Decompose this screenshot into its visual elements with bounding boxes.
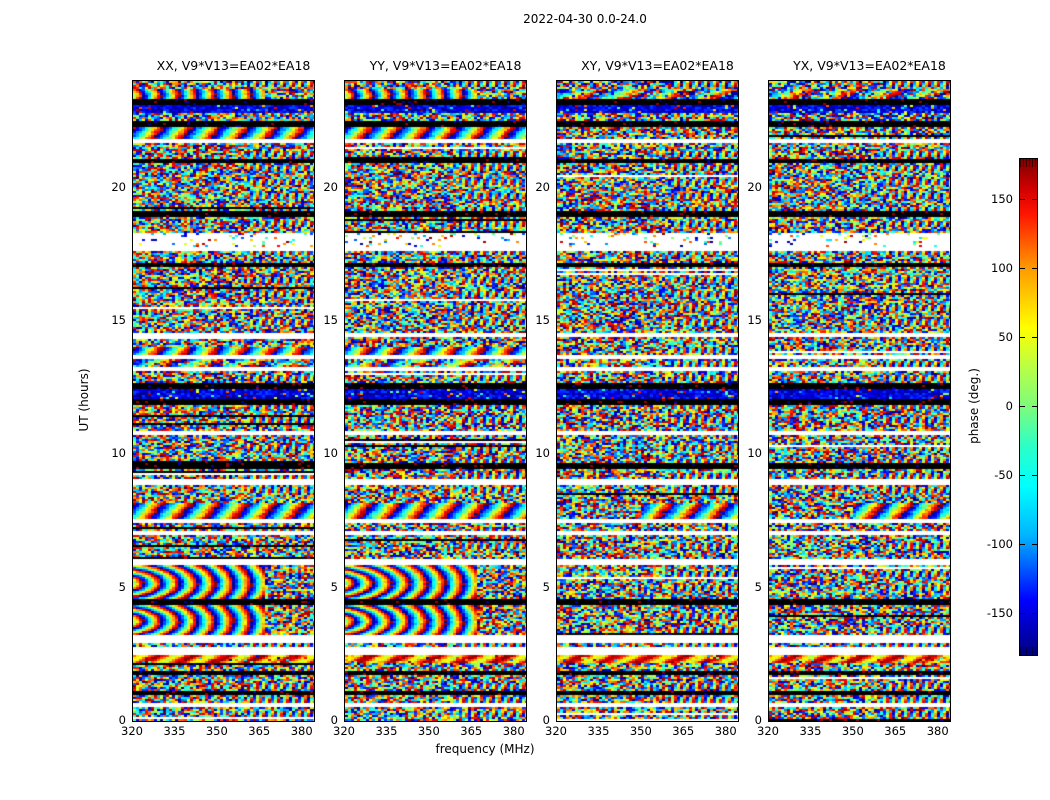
x-tick-label: 350 <box>417 724 440 738</box>
heatmap-canvas-yx <box>769 81 950 721</box>
colorbar-tick-label: -50 <box>994 467 1013 482</box>
y-tick-label: 0 <box>542 713 550 727</box>
x-tick-label: 365 <box>884 724 907 738</box>
colorbar-hatch-cap-bottom <box>1020 647 1037 655</box>
colorbar-tick-label: 0 <box>1005 399 1013 413</box>
x-tick-label: 335 <box>799 724 822 738</box>
colorbar-tick-mark <box>1032 199 1037 201</box>
y-tick-label: 20 <box>535 179 550 194</box>
y-axis-label: UT (hours) <box>77 368 91 432</box>
x-tick-label: 350 <box>841 724 864 738</box>
heatmap-panel-yx <box>768 80 951 722</box>
y-tick-label: 0 <box>330 713 338 727</box>
y-tick-label: 5 <box>542 579 550 594</box>
colorbar-tick-mark <box>1032 474 1037 476</box>
colorbar-tick-mark <box>1032 337 1037 339</box>
x-tick-label: 320 <box>545 724 567 738</box>
heatmap-canvas-xy <box>557 81 738 721</box>
y-tick-label: 5 <box>118 579 126 594</box>
x-tick-label: 350 <box>205 724 228 738</box>
colorbar-tick-mark <box>1020 268 1025 270</box>
colorbar <box>1019 158 1038 656</box>
x-tick-label: 335 <box>163 724 186 738</box>
y-tick-label: 15 <box>535 313 550 327</box>
heatmap-panel-xx <box>132 80 315 722</box>
x-axis-label: frequency (MHz) <box>435 742 535 756</box>
x-tick-label: 320 <box>333 724 355 738</box>
x-tick-label: 365 <box>248 724 271 738</box>
heatmap-canvas-yy <box>345 81 526 721</box>
x-tick-label: 320 <box>121 724 143 738</box>
y-tick-label: 15 <box>323 313 338 327</box>
y-tick-label: 15 <box>111 313 126 327</box>
x-tick-label: 380 <box>714 724 737 738</box>
colorbar-tick-label: 50 <box>998 330 1013 345</box>
x-tick-label: 350 <box>629 724 652 738</box>
colorbar-tick-mark <box>1020 199 1025 201</box>
colorbar-tick-mark <box>1032 612 1037 614</box>
colorbar-tick-label: -100 <box>986 536 1013 551</box>
colorbar-tick-mark <box>1032 268 1037 270</box>
colorbar-tick-mark <box>1020 337 1025 339</box>
panel-title-yx: YX, V9*V13=EA02*EA18 <box>793 58 946 73</box>
colorbar-tick-label: -150 <box>986 605 1013 620</box>
colorbar-tick-mark <box>1020 474 1025 476</box>
x-tick-label: 365 <box>460 724 483 738</box>
panel-title-yy: YY, V9*V13=EA02*EA18 <box>369 58 522 73</box>
x-tick-label: 320 <box>757 724 779 738</box>
x-tick-label: 380 <box>290 724 313 738</box>
colorbar-hatch-cap-top <box>1020 159 1037 167</box>
x-tick-label: 380 <box>502 724 525 738</box>
x-tick-label: 365 <box>672 724 695 738</box>
colorbar-tick-mark <box>1032 406 1037 407</box>
x-tick-label: 380 <box>926 724 949 738</box>
y-tick-label: 0 <box>754 713 762 727</box>
colorbar-tick-label: 150 <box>991 192 1013 207</box>
colorbar-tick-label: 100 <box>991 261 1013 276</box>
panel-title-xy: XY, V9*V13=EA02*EA18 <box>581 58 734 73</box>
y-tick-label: 20 <box>747 179 762 194</box>
y-tick-label: 20 <box>111 179 126 194</box>
colorbar-tick-mark <box>1020 612 1025 614</box>
heatmap-panel-yy <box>344 80 527 722</box>
y-tick-label: 10 <box>535 446 550 461</box>
colorbar-tick-mark <box>1032 543 1037 545</box>
heatmap-panel-xy <box>556 80 739 722</box>
x-tick-label: 335 <box>375 724 398 738</box>
x-tick-label: 335 <box>587 724 610 738</box>
panel-title-xx: XX, V9*V13=EA02*EA18 <box>156 58 311 73</box>
colorbar-tick-mark <box>1020 543 1025 545</box>
y-tick-label: 10 <box>111 446 126 461</box>
y-tick-label: 10 <box>323 446 338 461</box>
y-tick-label: 5 <box>330 579 338 594</box>
y-tick-label: 15 <box>747 313 762 327</box>
heatmap-canvas-xx <box>133 81 314 721</box>
y-tick-label: 10 <box>747 446 762 461</box>
colorbar-tick-mark <box>1020 406 1025 407</box>
y-tick-label: 5 <box>754 579 762 594</box>
figure-title: 2022-04-30 0.0-24.0 <box>523 12 647 26</box>
y-tick-label: 0 <box>118 713 126 727</box>
y-tick-label: 20 <box>323 179 338 194</box>
